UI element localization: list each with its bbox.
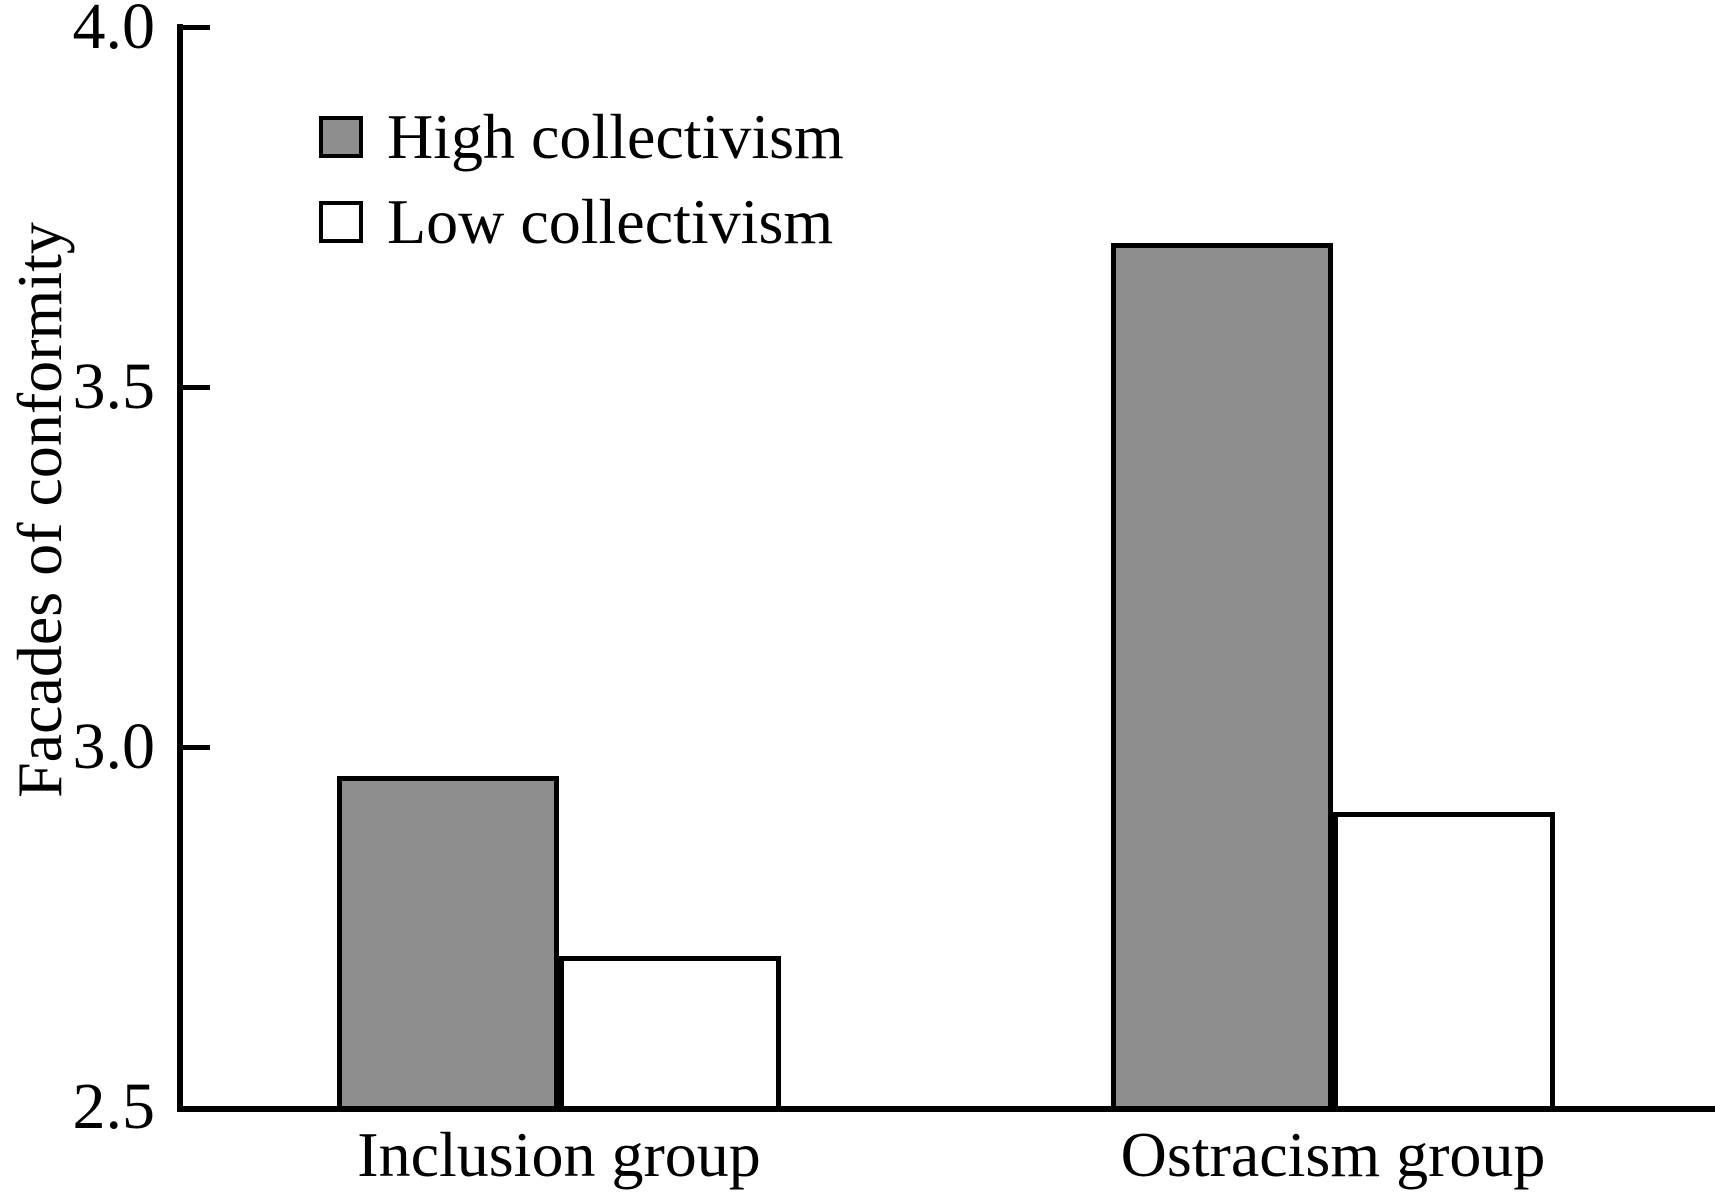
y-tick-label-4-0: 4.0	[72, 0, 156, 63]
legend-swatch-low-collectivism-icon	[319, 201, 363, 243]
x-axis-line	[177, 1106, 1715, 1112]
legend-label-low-collectivism: Low collectivism	[387, 186, 834, 257]
bar-inclusion-group-low-collectivism	[559, 956, 781, 1111]
y-tick-mark-3-5	[183, 385, 210, 390]
legend-item-high-collectivism: High collectivism	[319, 104, 844, 170]
legend-item-low-collectivism: Low collectivism	[319, 189, 833, 255]
bar-ostracism-group-low-collectivism	[1333, 812, 1555, 1111]
x-category-label-inclusion-group: Inclusion group	[357, 1119, 761, 1190]
x-category-label-ostracism-group: Ostracism group	[1120, 1119, 1546, 1190]
legend-swatch-high-collectivism-icon	[319, 116, 363, 158]
y-tick-label-3-5: 3.5	[72, 350, 156, 423]
legend-label-high-collectivism: High collectivism	[387, 101, 844, 172]
y-axis-title: Facades of conformity	[4, 222, 75, 798]
bar-ostracism-group-high-collectivism	[1111, 243, 1333, 1111]
y-tick-mark-3-0	[183, 745, 210, 750]
y-axis-line	[177, 24, 183, 1112]
y-tick-mark-4-0	[183, 25, 210, 30]
y-tick-label-3-0: 3.0	[72, 710, 156, 783]
y-tick-label-2-5: 2.5	[72, 1070, 156, 1143]
bar-inclusion-group-high-collectivism	[337, 776, 559, 1111]
